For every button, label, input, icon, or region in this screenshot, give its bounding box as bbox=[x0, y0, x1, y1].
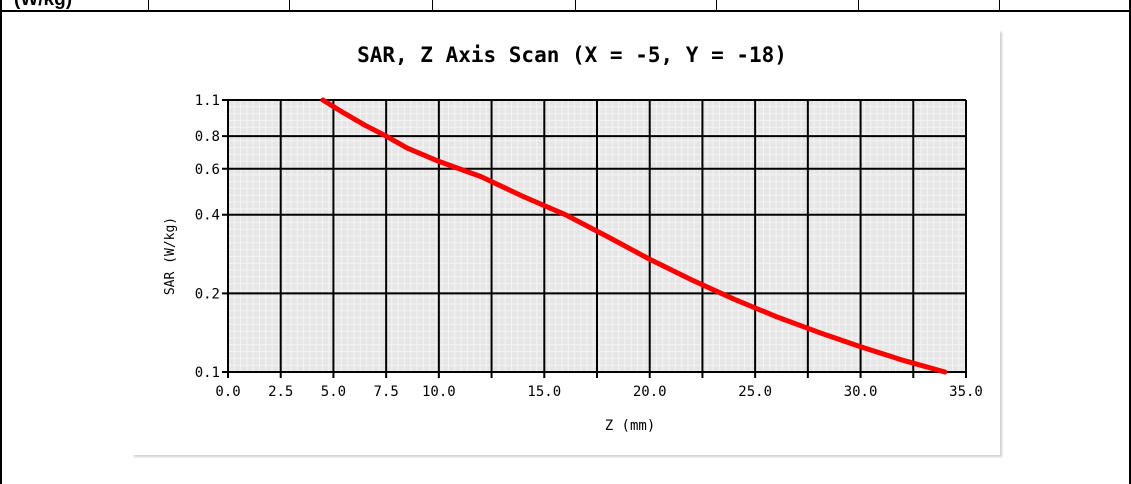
x-axis: 0.0 2.5 5.0 7.5 10.0 15.0 20.0 25.0 30.0 35.0 bbox=[215, 384, 983, 400]
x-tick-label: 20.0 bbox=[633, 384, 667, 400]
sar-z-axis-chart: SAR, Z Axis Scan (X = -5, Y = -18) 1.1 0.… bbox=[163, 43, 983, 434]
header-cell-divider bbox=[289, 0, 290, 12]
major-grid bbox=[222, 99, 967, 378]
table-border-right bbox=[1129, 0, 1131, 484]
sar-series-line bbox=[320, 97, 948, 375]
x-tick-label: 35.0 bbox=[949, 384, 983, 400]
chart-title: SAR, Z Axis Scan (X = -5, Y = -18) bbox=[357, 43, 787, 67]
x-tick-label: 15.0 bbox=[527, 384, 561, 400]
header-cell-divider bbox=[575, 0, 576, 12]
x-tick-label: 10.0 bbox=[422, 384, 456, 400]
header-cell-divider bbox=[999, 0, 1000, 12]
y-axis-label: SAR (W/kg) bbox=[163, 217, 178, 295]
sar-chart-image: SAR, Z Axis Scan (X = -5, Y = -18) 1.1 0.… bbox=[132, 30, 1000, 455]
header-cell-divider bbox=[858, 0, 859, 12]
table-header-row: (W/kg) bbox=[0, 0, 1131, 12]
x-tick-label: 0.0 bbox=[215, 384, 240, 400]
x-tick-label: 5.0 bbox=[321, 384, 346, 400]
y-tick-label: 1.1 bbox=[195, 93, 220, 109]
y-tick-label: 0.4 bbox=[195, 208, 220, 224]
series-layer bbox=[320, 97, 948, 375]
y-tick-label: 0.8 bbox=[195, 129, 220, 145]
table-border-left bbox=[0, 0, 2, 484]
header-cell-label: (W/kg) bbox=[14, 0, 72, 11]
header-cell-divider bbox=[432, 0, 433, 12]
x-tick-label: 2.5 bbox=[268, 384, 293, 400]
y-axis: 1.1 0.8 0.6 0.4 0.2 0.1 bbox=[195, 93, 220, 381]
y-tick-label: 0.1 bbox=[195, 365, 220, 381]
x-tick-label: 30.0 bbox=[844, 384, 878, 400]
y-tick-label: 0.6 bbox=[195, 162, 220, 178]
x-axis-label: Z (mm) bbox=[605, 418, 656, 434]
x-tick-label: 7.5 bbox=[373, 384, 398, 400]
header-cell-divider bbox=[716, 0, 717, 12]
y-tick-label: 0.2 bbox=[195, 286, 220, 302]
x-tick-label: 25.0 bbox=[738, 384, 772, 400]
header-cell-divider bbox=[148, 0, 149, 12]
